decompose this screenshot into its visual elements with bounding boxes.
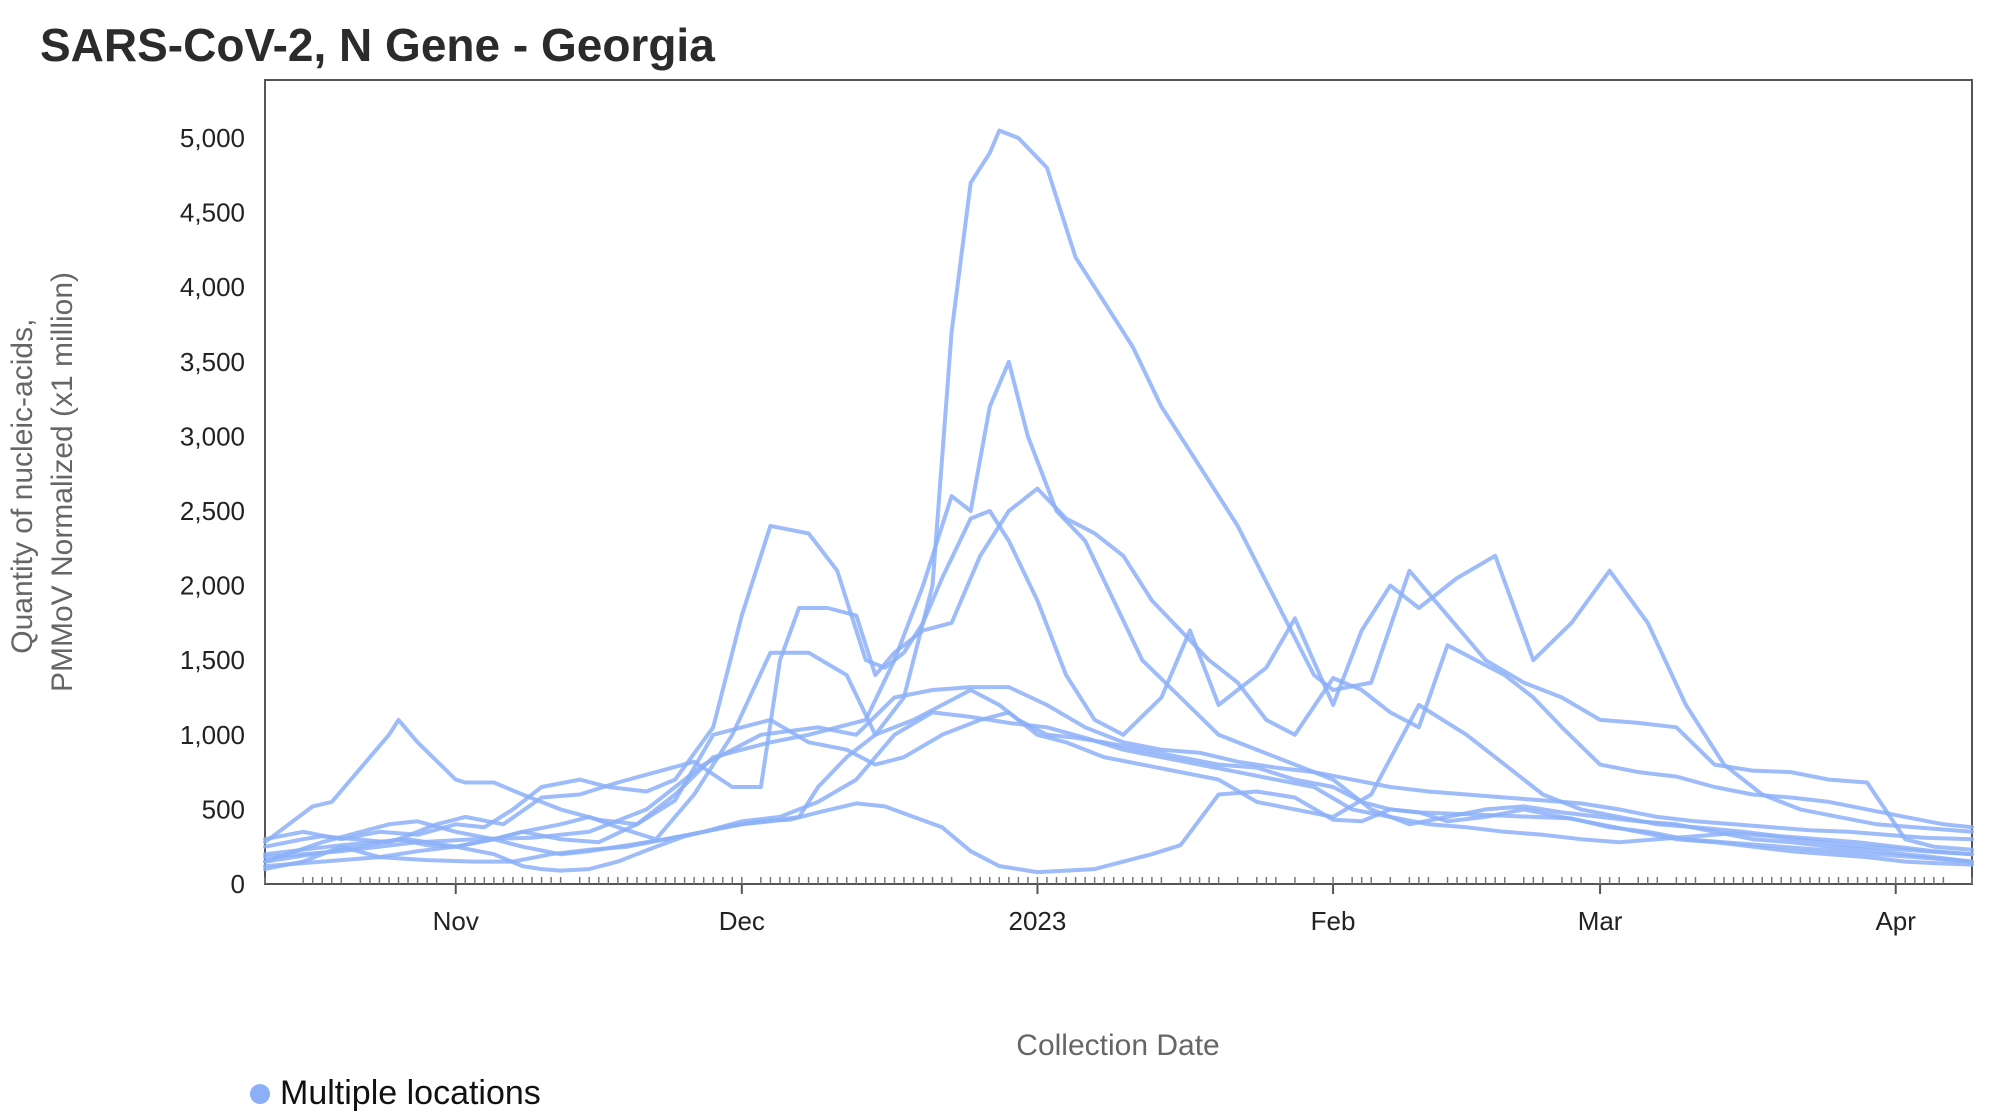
series-line-9 bbox=[263, 685, 1974, 860]
y-tick-label: 2,000 bbox=[180, 571, 245, 601]
y-axis-title-line-2: PMMoV Normalized (x1 million) bbox=[46, 272, 79, 692]
legend-label: Multiple locations bbox=[280, 1074, 541, 1112]
y-tick-label: 4,500 bbox=[180, 198, 245, 228]
series-line-6 bbox=[263, 509, 1974, 842]
y-axis-title-line-1: Quantity of nucleic-acids, bbox=[6, 319, 39, 654]
x-tick-label: 2023 bbox=[1009, 906, 1067, 936]
x-tick-label: Mar bbox=[1578, 906, 1623, 936]
series-line-7 bbox=[263, 486, 1974, 864]
series-group bbox=[263, 128, 1974, 875]
x-tick-label: Apr bbox=[1875, 906, 1916, 936]
y-axis-title: Quantity of nucleic-acids, PMMoV Normali… bbox=[6, 272, 79, 692]
chart-title: SARS-CoV-2, N Gene - Georgia bbox=[40, 19, 715, 71]
y-tick-label: 3,500 bbox=[180, 347, 245, 377]
x-axis: Nov Dec 2023 Feb Mar Apr bbox=[433, 884, 1916, 936]
y-tick-label: 5,000 bbox=[180, 123, 245, 153]
y-tick-label: 1,000 bbox=[180, 720, 245, 750]
series-line-4 bbox=[263, 359, 1974, 864]
y-tick-label: 0 bbox=[231, 869, 245, 899]
y-tick-label: 1,500 bbox=[180, 645, 245, 675]
x-tick-label: Nov bbox=[433, 906, 479, 936]
series-line-8 bbox=[263, 710, 1974, 869]
y-axis: 0 500 1,000 1,500 2,000 2,500 3,000 3,500 4,000 4… bbox=[180, 123, 245, 899]
legend: Multiple locations bbox=[250, 1074, 541, 1113]
x-axis-minor-ticks bbox=[264, 877, 1973, 884]
y-tick-label: 2,500 bbox=[180, 496, 245, 526]
x-axis-title: Collection Date bbox=[1016, 1029, 1219, 1062]
y-tick-label: 4,000 bbox=[180, 272, 245, 302]
x-tick-label: Feb bbox=[1311, 906, 1356, 936]
y-tick-label: 500 bbox=[202, 794, 245, 824]
x-tick-label: Dec bbox=[719, 906, 765, 936]
legend-swatch bbox=[250, 1083, 270, 1104]
series-line-3 bbox=[263, 128, 1974, 864]
y-tick-label: 3,000 bbox=[180, 421, 245, 451]
